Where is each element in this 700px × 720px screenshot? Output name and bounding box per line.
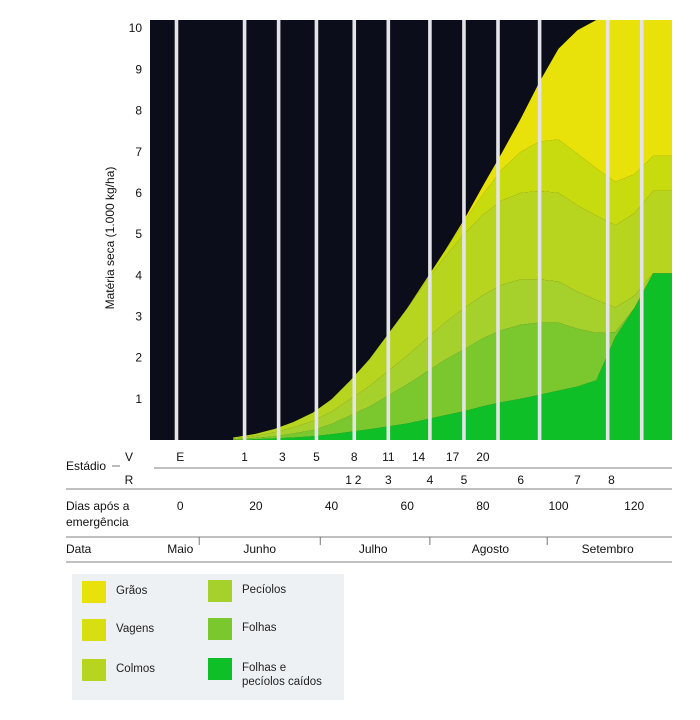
month-label-2: Julho bbox=[359, 542, 388, 556]
month-label-0: Maio bbox=[167, 542, 193, 556]
r-stage-1: 2 bbox=[355, 473, 362, 487]
legend-item-folhas-caidos: Folhas e pecíolos caídos bbox=[208, 658, 322, 689]
r-stage-0: 1 bbox=[345, 473, 352, 487]
y-tick-label-4: 4 bbox=[135, 268, 142, 282]
legend-label-peciolos: Pecíolos bbox=[242, 584, 287, 596]
r-stage-6: 7 bbox=[574, 473, 581, 487]
days-label-line1: Dias após a bbox=[66, 499, 130, 513]
stage-line-7 bbox=[462, 20, 466, 440]
v-stage-3: 5 bbox=[313, 450, 320, 464]
stage-line-9 bbox=[537, 20, 542, 440]
stage-line-11 bbox=[639, 20, 644, 440]
stage-line-5 bbox=[386, 20, 391, 440]
x-tick-label-60: 60 bbox=[401, 499, 415, 513]
stage-line-3 bbox=[314, 20, 319, 440]
v-stage-2: 3 bbox=[279, 450, 286, 464]
x-tick-label-80: 80 bbox=[476, 499, 490, 513]
stage-line-0 bbox=[174, 20, 179, 440]
v-stage-4: 8 bbox=[351, 450, 358, 464]
y-tick-label-1: 1 bbox=[135, 392, 142, 406]
x-tick-label-20: 20 bbox=[249, 499, 263, 513]
legend-label-vagens: Vagens bbox=[116, 623, 155, 635]
area-graos bbox=[233, 20, 672, 438]
y-tick-label-2: 2 bbox=[135, 351, 142, 365]
date-label: Data bbox=[66, 542, 92, 556]
stage-line-1 bbox=[242, 20, 247, 440]
y-tick-label-7: 7 bbox=[135, 145, 142, 159]
legend-swatch-folhas-caidos bbox=[208, 658, 232, 680]
days-label-line2: emergência bbox=[66, 515, 129, 529]
x-tick-label-100: 100 bbox=[549, 499, 569, 513]
area-peciolos bbox=[233, 273, 672, 440]
r-stage-3: 4 bbox=[427, 473, 434, 487]
x-tick-label-0: 0 bbox=[177, 499, 184, 513]
stage-line-4 bbox=[352, 20, 357, 440]
v-stage-8: 20 bbox=[476, 450, 490, 464]
y-tick-label-10: 10 bbox=[129, 21, 143, 35]
y-tick-label-5: 5 bbox=[135, 227, 142, 241]
legend-swatch-colmos bbox=[82, 659, 106, 681]
v-stage-1: 1 bbox=[241, 450, 248, 464]
legend-swatch-vagens bbox=[82, 619, 106, 641]
stage-line-2 bbox=[276, 20, 281, 440]
stage-line-10 bbox=[605, 20, 610, 440]
r-row-label: R bbox=[125, 473, 134, 487]
stadium-label: Estádio bbox=[66, 459, 106, 473]
area-colmos bbox=[233, 190, 672, 439]
stage-line-6 bbox=[428, 20, 432, 440]
month-label-1: Junho bbox=[243, 542, 276, 556]
legend-swatch-folhas bbox=[208, 618, 232, 640]
area-folhas bbox=[233, 273, 672, 440]
y-tick-label-9: 9 bbox=[135, 62, 142, 76]
y-tick-label-8: 8 bbox=[135, 104, 142, 118]
v-stage-0: E bbox=[176, 450, 184, 464]
legend-item-colmos: Colmos bbox=[82, 659, 155, 681]
r-stage-5: 6 bbox=[517, 473, 524, 487]
y-tick-label-3: 3 bbox=[135, 309, 142, 323]
legend-label-colmos: Colmos bbox=[116, 663, 155, 675]
month-label-4: Setembro bbox=[582, 542, 634, 556]
v-stage-5: 11 bbox=[382, 450, 395, 464]
legend-item-peciolos: Pecíolos bbox=[208, 580, 286, 602]
y-axis-label: Matéria seca (1.000 kg/ha) bbox=[103, 167, 117, 310]
v-stage-7: 17 bbox=[446, 450, 460, 464]
legend: Grãos Vagens Colmos Pecíolos Folhas Folh… bbox=[72, 574, 344, 700]
month-label-3: Agosto bbox=[472, 542, 510, 556]
legend-label-folhas-caidos: Folhas e pecíolos caídos bbox=[242, 662, 322, 688]
r-stage-2: 3 bbox=[385, 473, 392, 487]
legend-item-graos: Grãos bbox=[82, 581, 147, 603]
stage-line-8 bbox=[496, 20, 500, 440]
x-tick-label-40: 40 bbox=[325, 499, 339, 513]
legend-label-graos: Grãos bbox=[116, 585, 148, 597]
legend-item-vagens: Vagens bbox=[82, 619, 154, 641]
legend-label-folhas: Folhas bbox=[242, 622, 277, 634]
legend-item-folhas: Folhas bbox=[208, 618, 277, 640]
y-tick-label-6: 6 bbox=[135, 186, 142, 200]
legend-swatch-peciolos bbox=[208, 580, 232, 602]
v-row-label: V bbox=[125, 450, 133, 464]
area-folhas-e-peciolos-caidos bbox=[233, 273, 672, 440]
v-stage-6: 14 bbox=[412, 450, 426, 464]
x-tick-label-120: 120 bbox=[624, 499, 644, 513]
r-stage-4: 5 bbox=[461, 473, 468, 487]
r-stage-7: 8 bbox=[608, 473, 615, 487]
legend-swatch-graos bbox=[82, 581, 106, 603]
